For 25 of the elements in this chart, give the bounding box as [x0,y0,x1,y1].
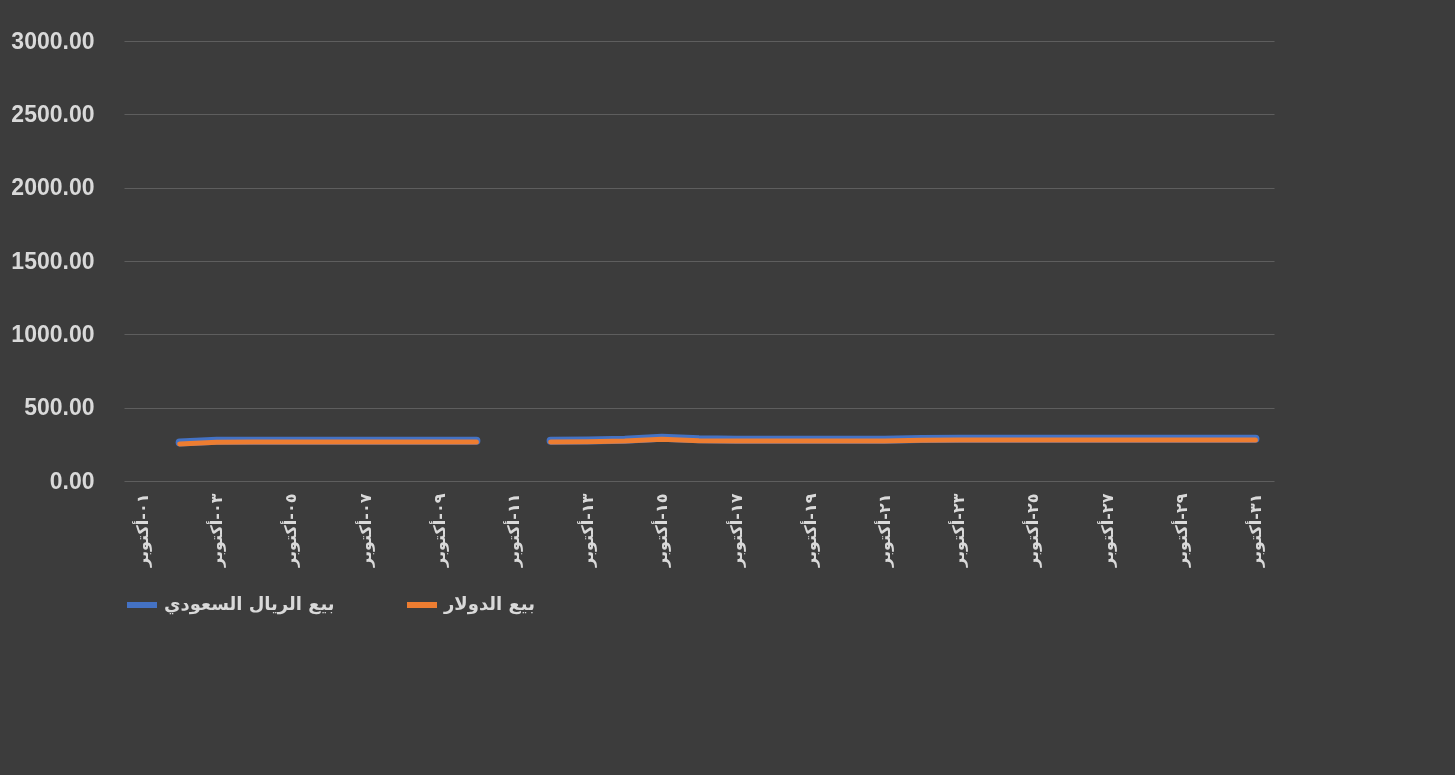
y-tick-label: 2500.00 [11,100,95,127]
x-tick-label: ٠١-أكتوبر [132,493,153,568]
x-tick-label: ٠٥-أكتوبر [280,493,301,568]
y-tick-label: 2000.00 [11,174,95,201]
y-tick-label: 1500.00 [11,247,95,274]
x-tick-label: ٣١-أكتوبر [1244,493,1265,568]
x-tick-label: ٠٧-أكتوبر [354,493,375,568]
x-tick-label: ٢٧-أكتوبر [1096,493,1117,568]
x-tick-label: ١٩-أكتوبر [799,493,820,568]
x-tick-label: ١٧-أكتوبر [725,493,746,568]
x-tick-label: ٢٣-أكتوبر [948,493,969,568]
x-tick-label: ٠٣-أكتوبر [206,493,227,568]
y-tick-label: 0.00 [49,467,95,494]
x-tick-label: ٢٩-أكتوبر [1170,493,1191,568]
legend-label: بيع الريال السعودي [164,593,335,615]
x-tick-label: ٢٥-أكتوبر [1022,493,1043,568]
x-tick-label: ١٣-أكتوبر [577,493,598,568]
legend-label: بيع الدولار [443,593,535,615]
y-tick-label: 3000.00 [11,27,95,54]
y-tick-label: 500.00 [24,394,95,421]
x-tick-label: ٠٩-أكتوبر [428,493,449,568]
y-tick-label: 1000.00 [11,320,95,347]
x-tick-label: ١٥-أكتوبر [651,493,672,568]
x-tick-label: ١١-أكتوبر [503,493,524,568]
x-tick-label: ٢١-أكتوبر [873,493,894,568]
